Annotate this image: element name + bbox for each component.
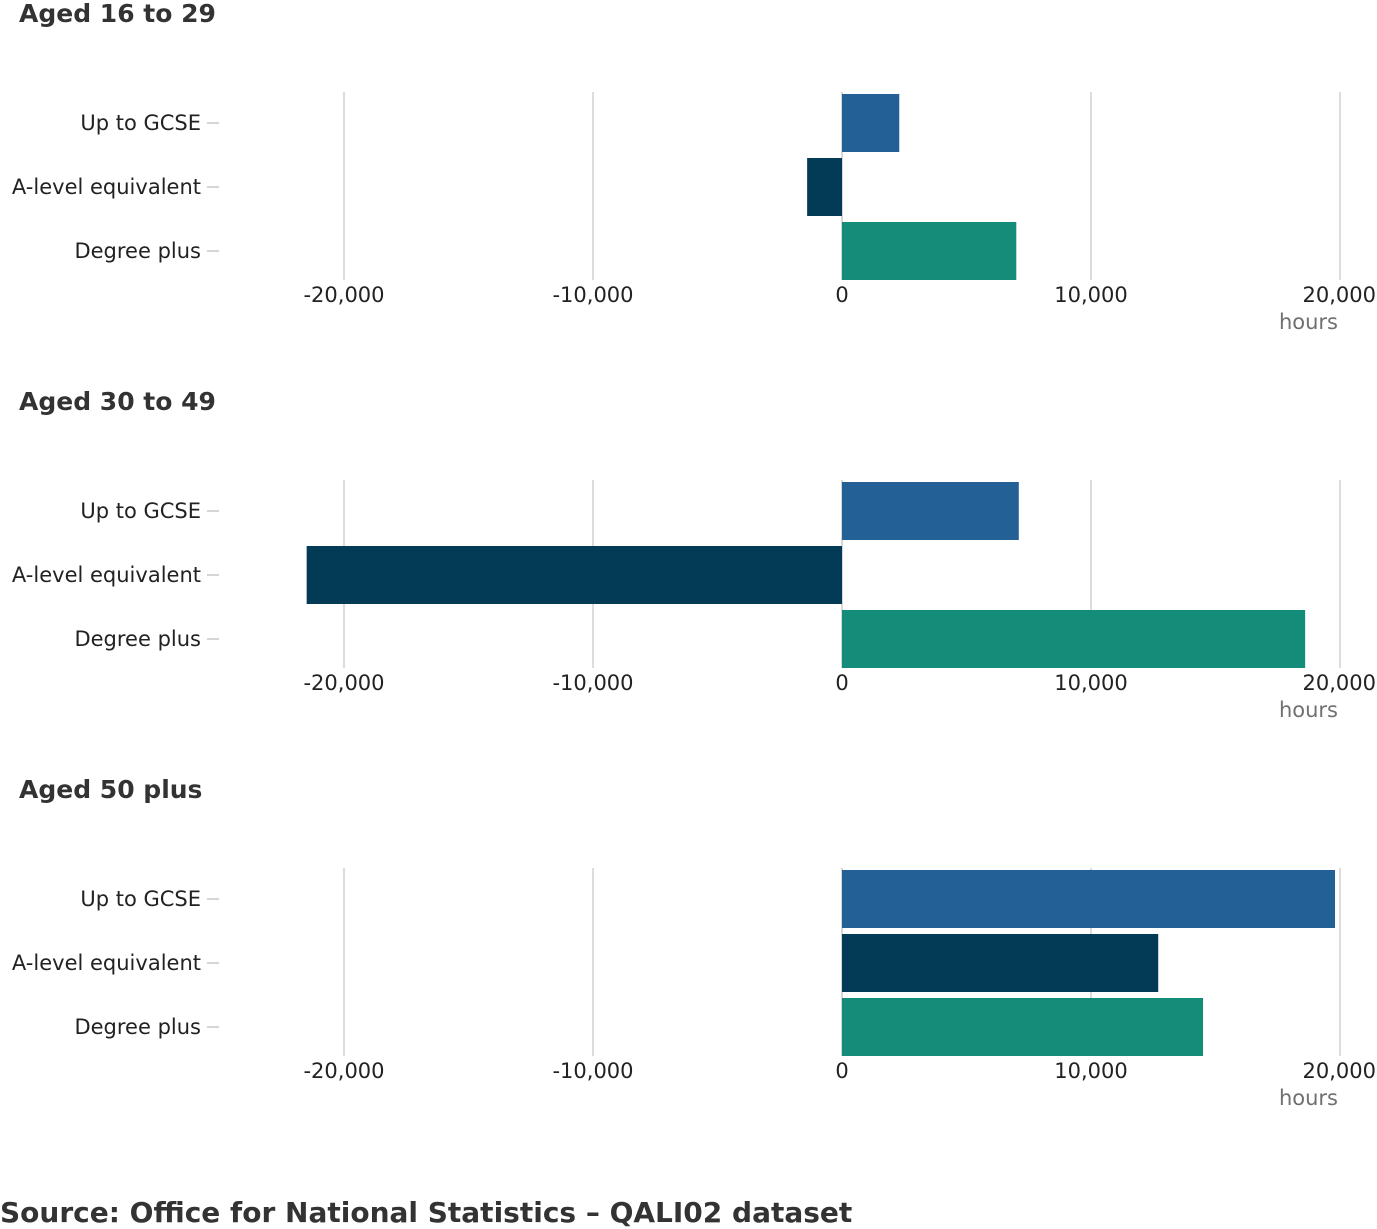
category-label: Degree plus [74, 239, 201, 263]
chart-panel: Aged 16 to 29 Up to GCSE A-level equivalen… [12, 0, 1376, 334]
bar [842, 482, 1019, 540]
category-label: Up to GCSE [80, 111, 201, 135]
axis-unit-label: hours [1279, 310, 1338, 334]
bar [842, 998, 1204, 1056]
tick-label: -10,000 [552, 671, 633, 695]
tick-label: 20,000 [1303, 1059, 1376, 1083]
tick-label: 0 [835, 283, 848, 307]
category-label: Degree plus [74, 627, 201, 651]
bar [842, 870, 1336, 928]
tick-label: -20,000 [303, 1059, 384, 1083]
bar [842, 610, 1306, 668]
tick-label: 20,000 [1303, 671, 1376, 695]
tick-label: -10,000 [552, 1059, 633, 1083]
source-note: Source: Office for National Statistics –… [0, 1196, 852, 1229]
category-label: A-level equivalent [12, 175, 201, 199]
bar [842, 222, 1017, 280]
category-label: Up to GCSE [80, 499, 201, 523]
panel-title: Aged 30 to 49 [19, 387, 216, 416]
tick-label: 10,000 [1054, 1059, 1127, 1083]
category-label: Degree plus [74, 1015, 201, 1039]
chart-panels: Aged 16 to 29 Up to GCSE A-level equivalen… [12, 0, 1376, 1110]
tick-label: 10,000 [1054, 283, 1127, 307]
tick-label: 20,000 [1303, 283, 1376, 307]
tick-label: -20,000 [303, 671, 384, 695]
bar [842, 94, 900, 152]
tick-label: 0 [835, 671, 848, 695]
panel-title: Aged 16 to 29 [19, 0, 216, 28]
bar [807, 158, 842, 216]
chart-panel: Aged 30 to 49 Up to GCSE A-level equivalen… [12, 387, 1376, 722]
tick-label: -10,000 [552, 283, 633, 307]
category-label: A-level equivalent [12, 563, 201, 587]
tick-label: 10,000 [1054, 671, 1127, 695]
axis-unit-label: hours [1279, 698, 1338, 722]
chart-panel: Aged 50 plus Up to GCSE A-level equivalent… [12, 775, 1376, 1110]
category-label: A-level equivalent [12, 951, 201, 975]
bar [842, 934, 1159, 992]
axis-unit-label: hours [1279, 1086, 1338, 1110]
tick-label: -20,000 [303, 283, 384, 307]
panel-title: Aged 50 plus [19, 775, 202, 804]
tick-label: 0 [835, 1059, 848, 1083]
bar [306, 546, 842, 604]
category-label: Up to GCSE [80, 887, 201, 911]
